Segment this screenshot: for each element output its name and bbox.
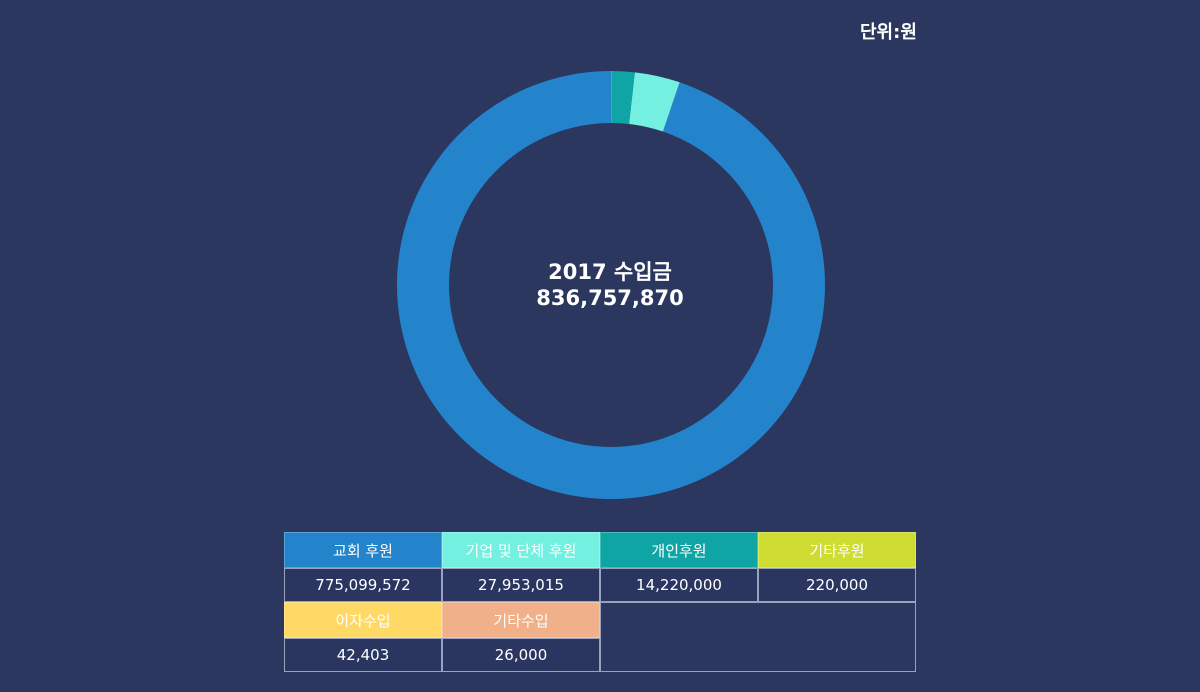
legend-header-interest: 이자수입 — [284, 602, 442, 638]
donut-chart — [397, 71, 825, 499]
unit-label: 단위:원 — [860, 22, 917, 43]
legend-empty-area — [600, 602, 916, 672]
legend-table: 교회 후원 기업 및 단체 후원 개인후원 기타후원 775,099,572 2… — [284, 532, 916, 672]
legend-header-other-support: 기타후원 — [758, 532, 916, 568]
donut-slice-corporate — [629, 72, 680, 132]
legend-value-church: 775,099,572 — [284, 568, 442, 602]
chart-center-title: 2017 수입금 — [548, 260, 672, 284]
legend-value-other-support: 220,000 — [758, 568, 916, 602]
legend-value-interest: 42,403 — [284, 638, 442, 672]
donut-slice-personal — [611, 71, 635, 125]
legend-header-personal: 개인후원 — [600, 532, 758, 568]
legend-header-corporate: 기업 및 단체 후원 — [442, 532, 600, 568]
legend-header-other-income: 기타수입 — [442, 602, 600, 638]
legend-value-corporate: 27,953,015 — [442, 568, 600, 602]
legend-value-personal: 14,220,000 — [600, 568, 758, 602]
legend-header-church: 교회 후원 — [284, 532, 442, 568]
legend-value-other-income: 26,000 — [442, 638, 600, 672]
chart-center-total: 836,757,870 — [536, 286, 684, 310]
